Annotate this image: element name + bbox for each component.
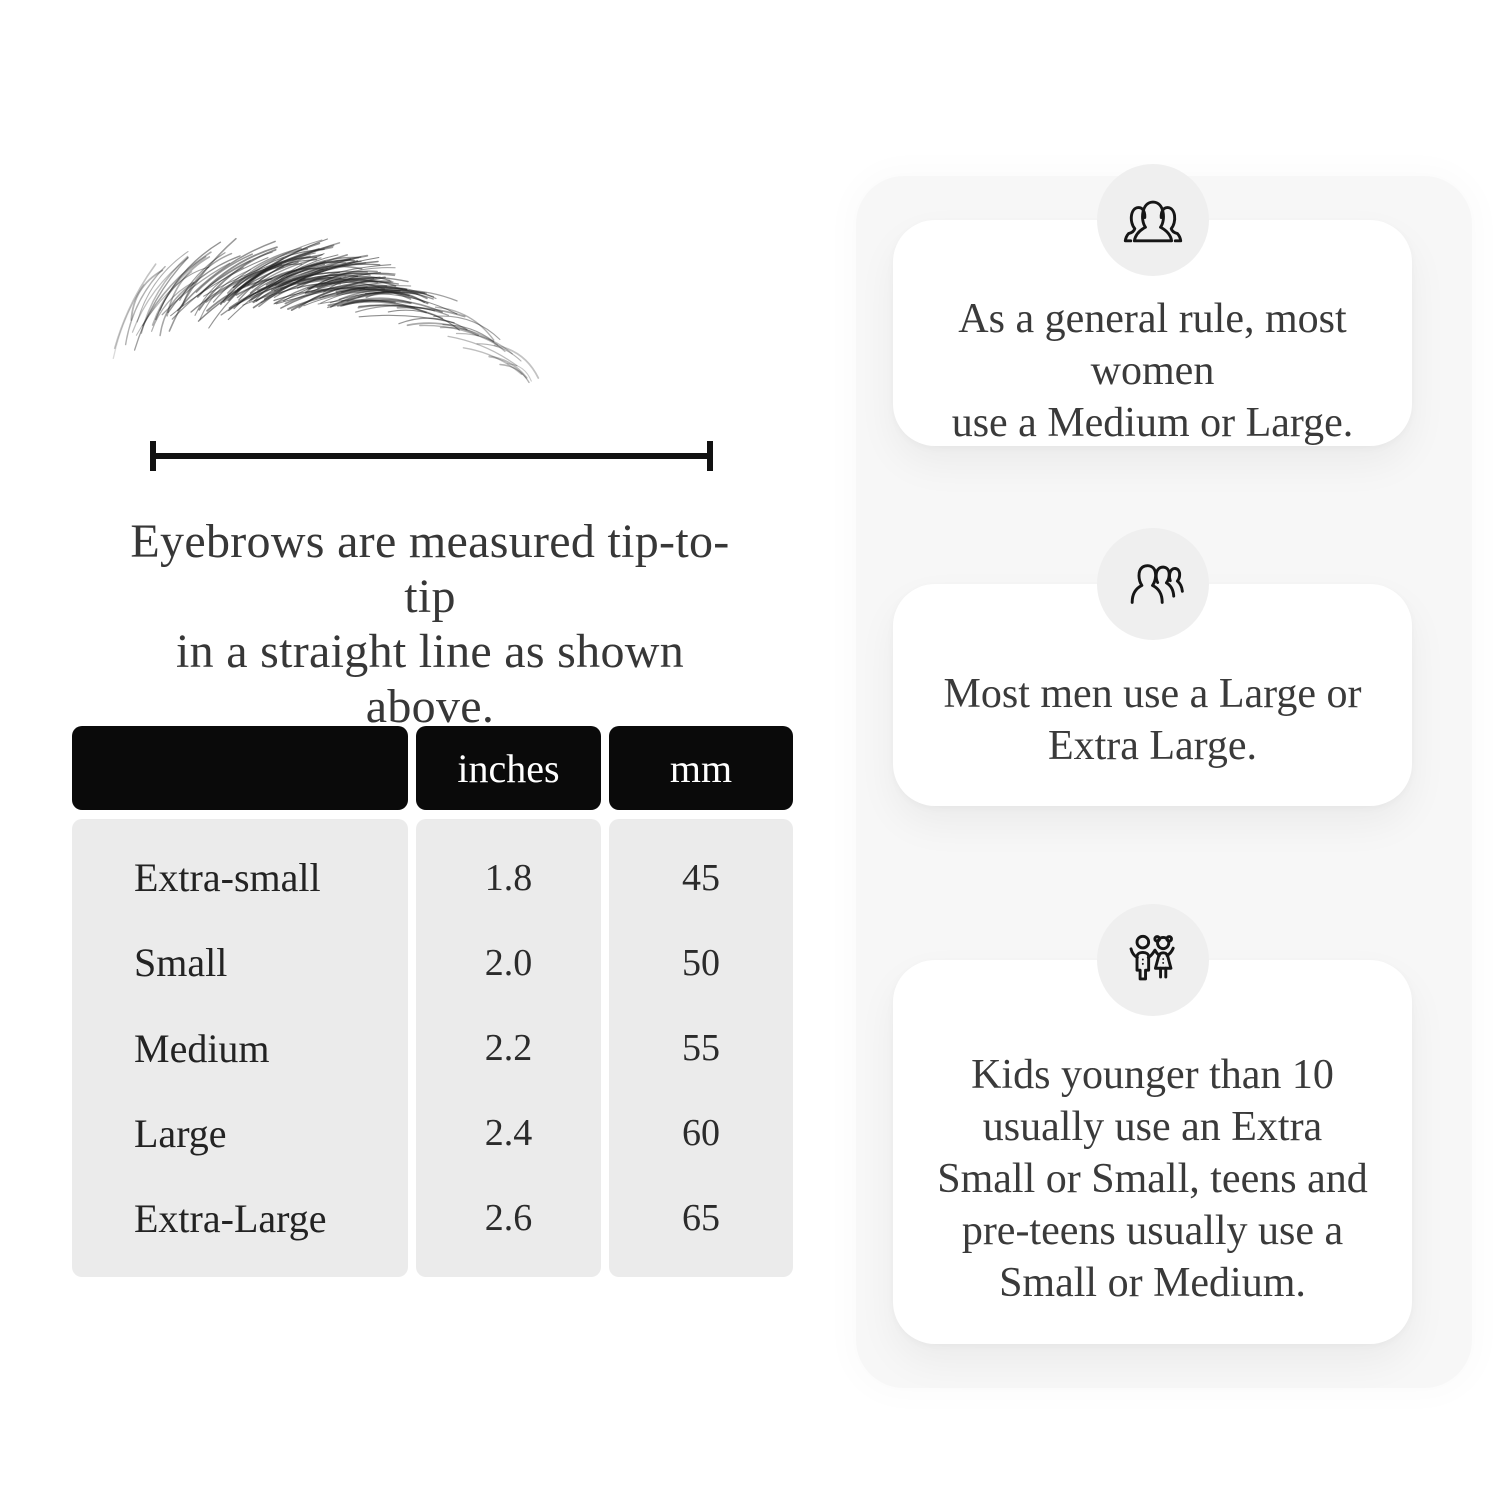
inches-value: 1.8 <box>484 856 533 899</box>
women-group-icon <box>1123 200 1183 243</box>
size-table-label-column: Extra-small Small Medium Large Extra-Lar… <box>72 819 408 1277</box>
measurement-caption-line1: Eyebrows are measured tip-to-tip <box>130 515 730 623</box>
women-guide-line1: As a general rule, most women <box>958 296 1347 394</box>
kids-guide-line2: usually use an Extra <box>982 1104 1323 1150</box>
size-table-inches-column: 1.8 2.0 2.2 2.4 2.6 <box>416 819 601 1277</box>
size-table-header-mm: mm <box>609 726 793 810</box>
kids-guide-card <box>893 960 1412 1344</box>
size-label: Extra-Large <box>134 1195 327 1241</box>
mm-value: 50 <box>682 941 720 984</box>
kids-guide-line1: Kids younger than 10 <box>971 1052 1334 1098</box>
kids-guide-text: Kids younger than 10 usually use an Extr… <box>893 1049 1412 1309</box>
measurement-line-bar <box>156 453 707 459</box>
kids-guide-line3: Small or Small, teens and <box>937 1156 1368 1202</box>
mm-value: 60 <box>682 1112 720 1155</box>
inches-value: 2.6 <box>484 1197 533 1240</box>
kids-guide-line4: pre-teens usually use a <box>961 1208 1344 1254</box>
measurement-line-right-cap <box>707 441 713 471</box>
size-table-header-blank <box>72 726 408 810</box>
size-label: Extra-small <box>134 855 321 901</box>
kids-icon <box>1129 934 1175 981</box>
mm-value: 65 <box>682 1197 720 1240</box>
women-icon-circle <box>1097 164 1209 276</box>
women-guide-text: As a general rule, most women use a Medi… <box>893 293 1412 449</box>
measurement-line-left-cap <box>150 441 156 471</box>
size-table: inches mm Extra-small Small Medium Large… <box>72 726 793 1277</box>
measurement-caption: Eyebrows are measured tip-to-tip in a st… <box>128 514 732 734</box>
inches-value: 2.4 <box>484 1112 533 1155</box>
men-group-icon <box>1130 564 1184 604</box>
mm-value: 45 <box>682 856 720 899</box>
size-table-body: Extra-small Small Medium Large Extra-Lar… <box>72 810 793 1277</box>
size-table-header-inches: inches <box>416 726 601 810</box>
measurement-line <box>150 441 713 471</box>
size-label: Medium <box>134 1025 270 1071</box>
mm-value: 55 <box>682 1027 720 1069</box>
women-guide-line2: use a Medium or Large. <box>951 400 1354 446</box>
kids-guide-line5: Small or Medium. <box>999 1260 1306 1306</box>
measurement-caption-line2: in a straight line as shown above. <box>175 625 685 733</box>
men-guide-text: Most men use a Large or Extra Large. <box>893 668 1412 772</box>
size-table-header-row: inches mm <box>72 726 793 810</box>
men-guide-line2: Extra Large. <box>1047 723 1258 769</box>
size-label: Small <box>134 940 228 986</box>
size-label: Large <box>134 1110 227 1156</box>
size-table-mm-column: 45 50 55 60 65 <box>609 819 793 1277</box>
men-icon-circle <box>1097 528 1209 640</box>
eyebrow-sketch <box>112 237 540 384</box>
inches-value: 2.0 <box>484 941 533 984</box>
men-guide-line1: Most men use a Large or <box>943 671 1362 717</box>
kids-icon-circle <box>1097 904 1209 1016</box>
inches-value: 2.2 <box>484 1027 533 1069</box>
